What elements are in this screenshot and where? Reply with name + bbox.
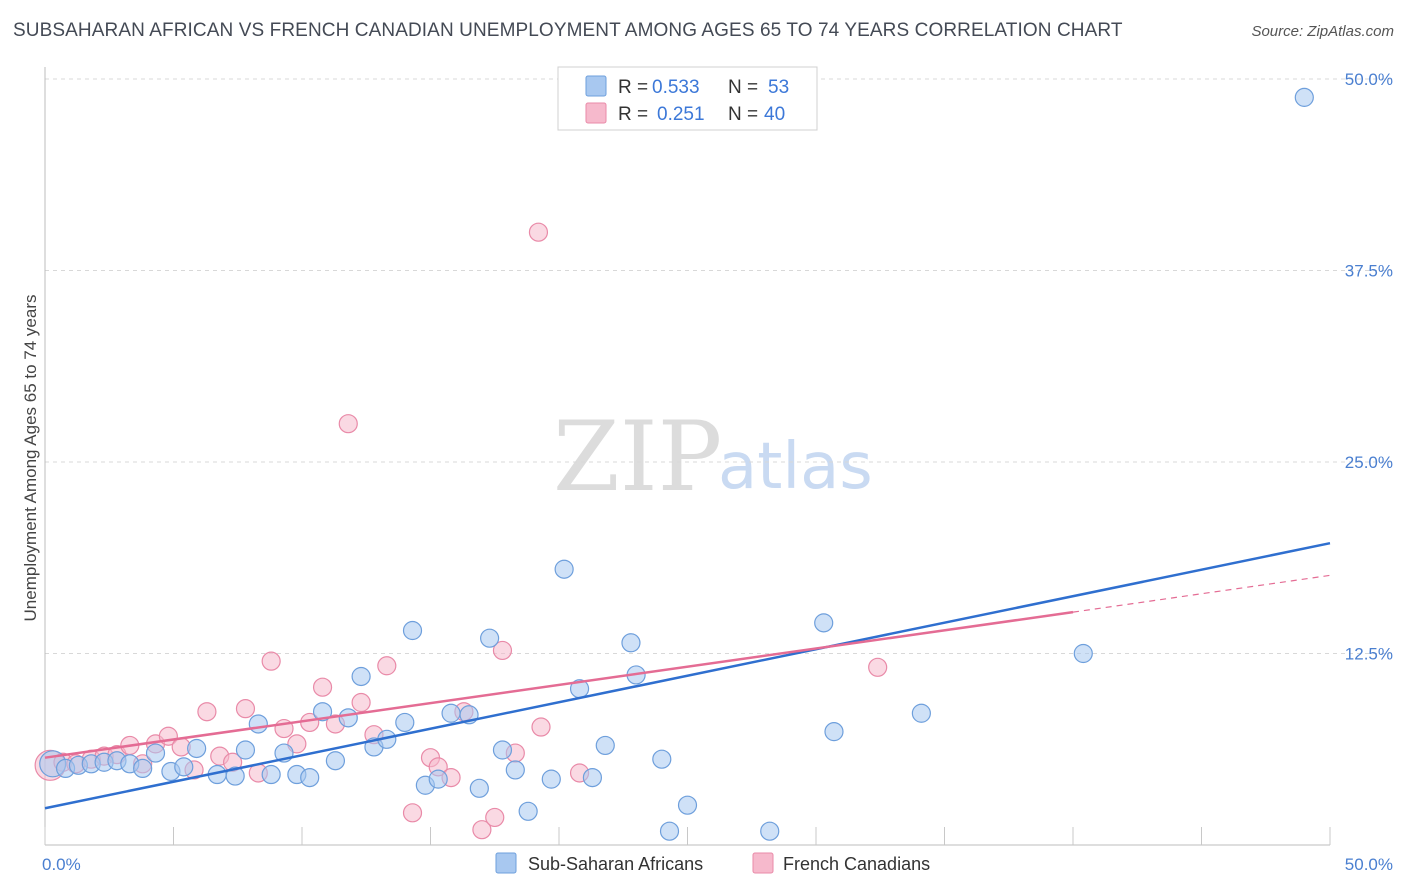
bottom-legend-label-blue: Sub-Saharan Africans — [528, 854, 703, 874]
legend-n-label-1: N = — [728, 77, 758, 98]
series-legend: Sub-Saharan Africans French Canadians — [495, 852, 930, 874]
sub-saharan-africans-point-10 — [174, 757, 194, 777]
sub-saharan-africans-point-40 — [582, 767, 603, 788]
correlation-legend: R = 0.533 N = 53 R = 0.251 N = 40 — [557, 66, 818, 131]
x-tick-label-max: 50.0% — [1345, 855, 1393, 874]
legend-r-value-1: 0.533 — [652, 77, 700, 98]
sub-saharan-africans-point-52 — [1294, 87, 1314, 107]
sub-saharan-africans-point-33 — [480, 628, 500, 648]
sub-saharan-africans-point-27 — [402, 620, 423, 641]
sub-saharan-africans-point-21 — [325, 751, 346, 771]
sub-saharan-africans-point-48 — [814, 613, 834, 633]
trend-line-sub-saharan-africans — [44, 541, 1331, 810]
french-canadians-point-33 — [485, 807, 505, 828]
french-canadians-point-24 — [351, 692, 371, 713]
french-canadians-point-15 — [235, 699, 256, 719]
legend-n-value-1: 53 — [768, 77, 789, 98]
x-tick-labels: 0.0% 50.0% — [42, 855, 1393, 874]
bottom-legend-label-pink: French Canadians — [783, 854, 930, 874]
sub-saharan-africans-point-38 — [554, 559, 574, 579]
legend-swatch-pink — [585, 102, 607, 124]
trend-lines — [44, 541, 1331, 810]
sub-saharan-africans-point-37 — [541, 769, 561, 789]
sub-saharan-africans-point-42 — [621, 633, 641, 653]
sub-saharan-africans-point-44 — [652, 749, 672, 769]
series-sub-saharan-africans-points — [39, 87, 1314, 841]
sub-saharan-africans-point-36 — [518, 801, 538, 821]
legend-n-label-2: N = — [728, 104, 758, 125]
source-credit: Source: ZipAtlas.com — [1251, 23, 1394, 40]
sub-saharan-africans-point-47 — [760, 821, 780, 841]
sub-saharan-africans-point-19 — [300, 767, 320, 788]
french-canadians-point-36 — [531, 717, 551, 737]
legend-swatch-blue — [585, 75, 607, 97]
french-canadians-point-23 — [338, 414, 358, 434]
x-ticks — [44, 827, 1331, 845]
sub-saharan-africans-point-8 — [145, 743, 166, 763]
legend-r-label-2: R = — [618, 104, 648, 125]
french-canadians-point-12 — [197, 702, 217, 722]
sub-saharan-africans-point-22 — [338, 708, 358, 728]
sub-saharan-africans-point-35 — [505, 760, 525, 780]
sub-saharan-africans-point-16 — [261, 764, 281, 785]
y-tick-labels: 12.5% 25.0% 37.5% 50.0% — [1345, 70, 1393, 664]
sub-saharan-africans-point-11 — [187, 738, 207, 759]
sub-saharan-africans-point-51 — [1073, 643, 1093, 664]
y-tick-label-2: 37.5% — [1345, 262, 1393, 281]
watermark-atlas: atlas — [718, 430, 873, 504]
sub-saharan-africans-point-13 — [225, 766, 245, 786]
y-tick-label-3: 50.0% — [1345, 70, 1393, 89]
legend-r-label-1: R = — [618, 77, 648, 98]
sub-saharan-africans-point-34 — [492, 740, 513, 760]
sub-saharan-africans-point-14 — [235, 740, 256, 760]
french-canadians-point-32 — [472, 820, 492, 840]
y-tick-label-1: 25.0% — [1345, 453, 1393, 472]
x-tick-label-min: 0.0% — [42, 855, 81, 874]
sub-saharan-africans-point-29 — [428, 769, 448, 789]
sub-saharan-africans-point-50 — [911, 703, 931, 723]
sub-saharan-africans-point-45 — [659, 821, 680, 841]
french-canadians-point-21 — [312, 677, 333, 697]
bottom-legend-swatch-pink — [752, 852, 774, 874]
french-canadians-point-39 — [868, 657, 888, 677]
sub-saharan-africans-point-32 — [469, 778, 489, 798]
french-canadians-point-17 — [261, 651, 281, 671]
sub-saharan-africans-point-49 — [824, 722, 844, 742]
french-canadians-point-37 — [528, 222, 549, 242]
sub-saharan-africans-point-26 — [395, 712, 415, 733]
french-canadians-point-34 — [492, 640, 513, 661]
sub-saharan-africans-point-46 — [677, 795, 698, 815]
chart-title: SUBSAHARAN AFRICAN VS FRENCH CANADIAN UN… — [13, 20, 1123, 41]
bottom-legend-swatch-blue — [495, 852, 517, 874]
sub-saharan-africans-point-20 — [312, 702, 333, 722]
sub-saharan-africans-point-7 — [133, 758, 153, 779]
grid-lines — [45, 78, 1392, 654]
legend-n-value-2: 40 — [764, 104, 785, 125]
trend-line-french-canadians — [44, 610, 1074, 759]
watermark-zip: ZIP — [553, 401, 722, 513]
french-canadians-point-26 — [377, 656, 397, 676]
sub-saharan-africans-point-15 — [248, 714, 268, 734]
trend-line-french-canadians-extension — [1072, 574, 1331, 613]
series-french-canadians-points — [34, 222, 888, 840]
sub-saharan-africans-point-41 — [595, 735, 615, 756]
sub-saharan-africans-point-30 — [441, 703, 461, 723]
y-axis-label: Unemployment Among Ages 65 to 74 years — [21, 295, 40, 622]
legend-r-value-2: 0.251 — [657, 104, 705, 125]
sub-saharan-africans-point-23 — [351, 666, 371, 687]
french-canadians-point-27 — [402, 803, 423, 823]
y-tick-label-0: 12.5% — [1345, 645, 1393, 664]
